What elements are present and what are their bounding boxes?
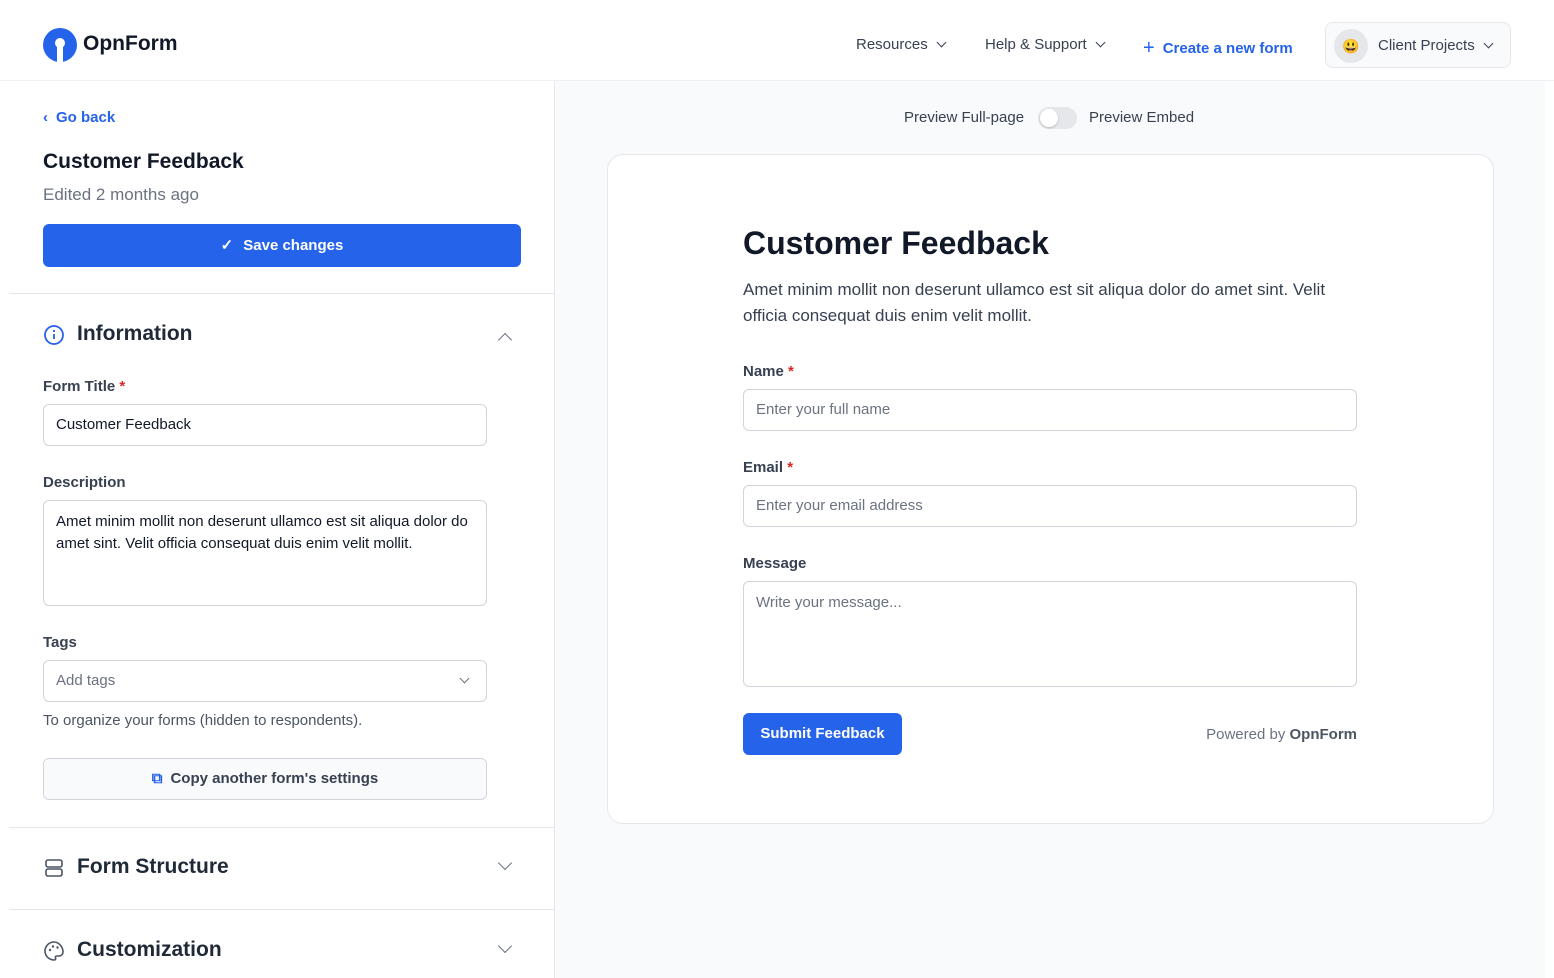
- description-label: Description: [43, 474, 126, 491]
- preview-mode-toggle[interactable]: [1038, 107, 1077, 129]
- top-navbar: [0, 0, 1554, 81]
- nav-help-label: Help & Support: [985, 36, 1087, 53]
- chevron-down-icon: [459, 673, 470, 684]
- tags-label: Tags: [43, 634, 77, 651]
- sidebar: [9, 81, 555, 978]
- name-input[interactable]: Enter your full name: [743, 389, 1357, 431]
- brand-name[interactable]: OpnForm: [83, 32, 178, 55]
- chevron-down-icon: [1095, 37, 1106, 48]
- message-label: Message: [743, 555, 807, 572]
- message-textarea[interactable]: Write your message...: [743, 581, 1357, 687]
- divider: [9, 827, 554, 828]
- divider: [9, 909, 554, 910]
- powered-by[interactable]: Powered by OpnForm: [1206, 726, 1357, 743]
- go-back-link[interactable]: ‹ Go back: [43, 109, 116, 126]
- check-icon: ✓: [220, 237, 234, 254]
- preview-full-page-label[interactable]: Preview Full-page: [904, 109, 1025, 126]
- section-customization[interactable]: Customization: [77, 938, 222, 961]
- preview-embed-label[interactable]: Preview Embed: [1089, 109, 1195, 126]
- form-name-heading: Customer Feedback: [43, 150, 244, 173]
- rows-icon: [45, 859, 63, 877]
- email-label: Email *: [743, 459, 794, 476]
- nav-resources-label: Resources: [856, 36, 928, 53]
- preview-form-description: Amet minim mollit non deserunt ullamco e…: [743, 280, 1326, 325]
- create-form-link[interactable]: + Create a new form: [1143, 36, 1293, 59]
- form-title-label: Form Title *: [43, 378, 126, 395]
- plus-icon: +: [1143, 37, 1155, 59]
- chevron-left-icon: ‹: [43, 109, 48, 126]
- chevron-down-icon: [1483, 38, 1494, 49]
- chevron-down-icon[interactable]: [497, 938, 513, 959]
- workspace-name: Client Projects: [1378, 37, 1494, 54]
- tags-help-text: To organize your forms (hidden to respon…: [43, 712, 363, 729]
- workspace-selector[interactable]: 😃 Client Projects: [1325, 22, 1511, 68]
- chevron-up-icon[interactable]: [497, 327, 513, 348]
- edited-time: Edited 2 months ago: [43, 185, 199, 204]
- preview-form-title: Customer Feedback: [743, 225, 1049, 261]
- tags-select[interactable]: Add tags: [43, 660, 487, 702]
- section-information[interactable]: Information: [77, 322, 193, 345]
- save-changes-button[interactable]: ✓ Save changes: [43, 224, 521, 267]
- section-form-structure[interactable]: Form Structure: [77, 855, 229, 878]
- form-title-input[interactable]: Customer Feedback: [43, 404, 487, 446]
- opnform-logo[interactable]: [43, 28, 77, 62]
- email-input[interactable]: Enter your email address: [743, 485, 1357, 527]
- info-icon: [44, 325, 64, 345]
- copy-settings-button[interactable]: ⧉ Copy another form's settings: [43, 758, 487, 800]
- chevron-down-icon: [936, 37, 947, 48]
- chevron-down-icon[interactable]: [497, 855, 513, 876]
- name-label: Name *: [743, 363, 794, 380]
- description-textarea[interactable]: Amet minim mollit non deserunt ullamco e…: [43, 500, 487, 606]
- nav-resources[interactable]: Resources: [856, 36, 947, 53]
- divider: [9, 293, 554, 294]
- submit-feedback-button[interactable]: Submit Feedback: [743, 713, 902, 755]
- copy-icon: ⧉: [151, 770, 163, 787]
- nav-help-support[interactable]: Help & Support: [985, 36, 1106, 53]
- create-form-label: Create a new form: [1162, 40, 1293, 57]
- palette-icon: [44, 941, 64, 961]
- workspace-avatar: 😃: [1334, 29, 1368, 63]
